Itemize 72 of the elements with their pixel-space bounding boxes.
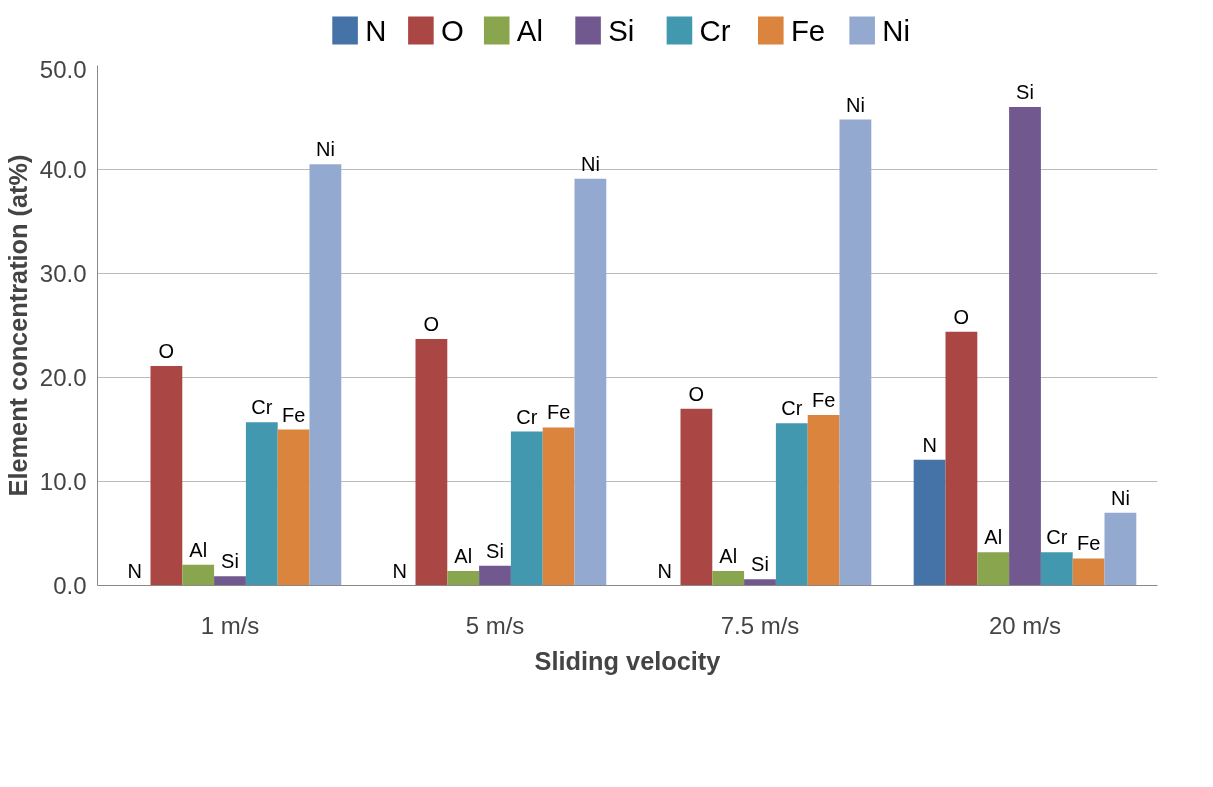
text: Al: [454, 544, 473, 567]
text: N: [922, 433, 937, 456]
bar: [1072, 558, 1105, 586]
y-tick-label: 50.0: [39, 55, 87, 83]
legend-label: Ni: [882, 14, 910, 47]
bar: [945, 331, 978, 586]
bar: [309, 164, 342, 586]
text: Fe: [1076, 532, 1101, 555]
text: O: [423, 313, 440, 336]
text: O: [688, 382, 705, 405]
bar: [744, 579, 776, 586]
x-tick-label: 20 m/s: [988, 611, 1062, 639]
text: Cr: [251, 396, 273, 419]
legend-label: N: [365, 14, 387, 47]
bar: [977, 552, 1010, 586]
bar: [182, 564, 215, 586]
text: Fe: [546, 401, 571, 424]
x-tick-label: 5 m/s: [465, 611, 525, 639]
text: N: [127, 559, 142, 582]
bar: [214, 576, 246, 586]
text: Al: [719, 544, 738, 567]
text: Ni: [315, 138, 335, 161]
text: O: [158, 340, 175, 363]
y-tick-label: 40.0: [39, 156, 87, 183]
x-tick-label: 1 m/s: [200, 611, 260, 639]
y-tick-label: 30.0: [39, 260, 87, 287]
bar: [712, 570, 745, 586]
text: Ni: [580, 152, 600, 175]
text: Al: [189, 538, 208, 561]
text: Al: [984, 526, 1003, 549]
text: Cr: [1046, 526, 1068, 549]
x-axis-title: Sliding velocity: [534, 646, 721, 675]
bar: [913, 459, 946, 586]
text: Cr: [781, 397, 803, 420]
text: O: [953, 305, 970, 328]
text: Si: [221, 550, 239, 573]
text: Si: [751, 553, 769, 576]
bar: [510, 431, 543, 586]
bar: [839, 119, 872, 586]
text: N: [657, 559, 672, 582]
bar: [277, 429, 310, 586]
bar: [415, 339, 448, 586]
y-tick-label: 10.0: [39, 468, 87, 495]
text: Cr: [516, 405, 538, 428]
legend-label: Al: [516, 14, 543, 47]
legend-label: O: [441, 14, 464, 47]
bar: [447, 570, 480, 586]
text: Si: [1016, 81, 1034, 104]
bar: [1104, 512, 1137, 586]
bar: [1040, 552, 1073, 586]
bar: [479, 565, 511, 586]
bar: [680, 408, 713, 586]
bar: [1009, 107, 1041, 586]
text: N: [392, 559, 407, 582]
text: Ni: [845, 93, 865, 116]
bar: [245, 422, 278, 586]
bar: [807, 414, 840, 586]
bar: [150, 366, 183, 586]
text: Ni: [1110, 486, 1130, 509]
text: Fe: [281, 403, 306, 426]
text: Fe: [811, 388, 836, 411]
y-tick-label: 20.0: [39, 364, 87, 391]
x-tick-label: 7.5 m/s: [720, 611, 800, 639]
legend-label: Si: [608, 14, 635, 47]
legend-label: Fe: [790, 14, 826, 47]
y-tick-label: 0.0: [53, 572, 87, 599]
bar: [542, 427, 575, 586]
text: Si: [486, 539, 504, 562]
legend-label: Cr: [699, 14, 731, 47]
bar: [775, 423, 808, 586]
bar: [574, 178, 607, 586]
y-axis-title: Element concentration (at%): [3, 154, 32, 497]
